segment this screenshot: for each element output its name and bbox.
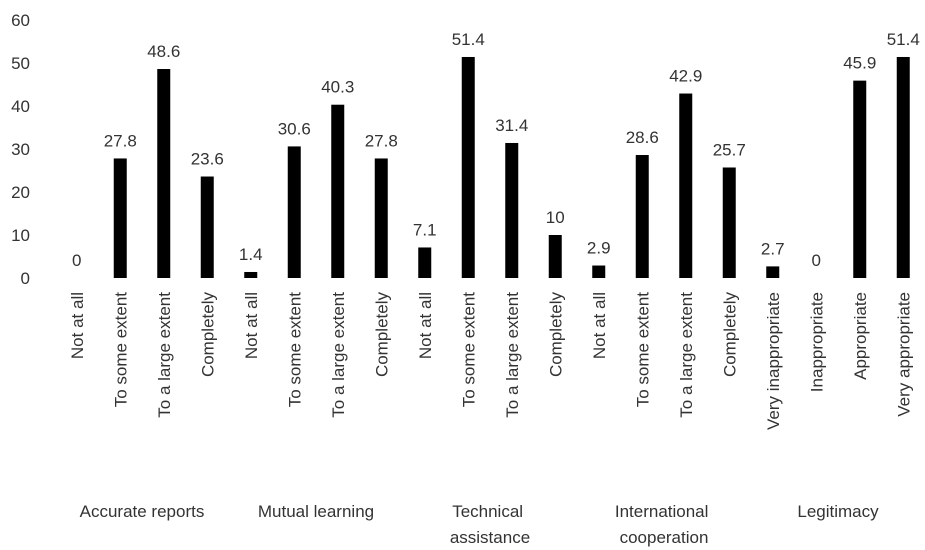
y-tick-label: 30: [11, 140, 30, 159]
bar: [331, 104, 345, 279]
bar: [635, 155, 649, 278]
bar: [679, 93, 693, 278]
bar: [896, 56, 910, 279]
value-label: 2.7: [761, 239, 785, 258]
group-label: Accurate reports: [80, 502, 205, 521]
bar: [505, 142, 519, 278]
bar: [592, 265, 606, 278]
value-label: 40.3: [321, 78, 354, 97]
x-tick-label: To some extent: [111, 292, 130, 408]
x-tick-label: Very inappropriate: [764, 292, 783, 430]
x-tick-label: Completely: [546, 292, 565, 378]
bar: [853, 80, 867, 278]
value-label: 0: [72, 251, 81, 270]
x-tick-label: Completely: [198, 292, 217, 378]
y-tick-label: 40: [11, 97, 30, 116]
bar: [244, 271, 258, 278]
value-label: 1.4: [239, 245, 263, 264]
x-tick-label: Very appropriate: [894, 292, 913, 417]
bar: [157, 69, 171, 279]
bar: [374, 158, 388, 278]
x-tick-label: Appropriate: [851, 292, 870, 380]
bar: [113, 158, 127, 278]
group-label: Mutual learning: [258, 502, 374, 521]
x-tick-label: To some extent: [285, 292, 304, 408]
bar: [548, 235, 562, 278]
group-label: Legitimacy: [797, 502, 879, 521]
value-label: 28.6: [626, 128, 659, 147]
value-label: 30.6: [278, 119, 311, 138]
value-label: 0: [812, 251, 821, 270]
group-label: International cooperation: [615, 502, 713, 547]
value-label: 7.1: [413, 220, 437, 239]
value-label: 27.8: [365, 131, 398, 150]
x-tick-label: Completely: [372, 292, 391, 378]
x-tick-label: To a large extent: [677, 292, 696, 418]
value-label: 31.4: [495, 116, 528, 135]
y-tick-label: 20: [11, 183, 30, 202]
group-label: Technical assistance: [450, 502, 530, 547]
value-label: 25.7: [713, 140, 746, 159]
value-label: 51.4: [887, 30, 920, 49]
x-tick-label: Completely: [720, 292, 739, 378]
value-label: 51.4: [452, 30, 485, 49]
x-tick-label: To a large extent: [155, 292, 174, 418]
x-tick-label: To some extent: [459, 292, 478, 408]
y-tick-label: 50: [11, 54, 30, 73]
bar: [766, 266, 780, 278]
bar: [722, 167, 736, 278]
value-label: 2.9: [587, 239, 611, 258]
x-tick-label: Not at all: [242, 292, 261, 359]
value-label: 48.6: [147, 42, 180, 61]
x-tick-label: Not at all: [590, 292, 609, 359]
value-label: 10: [546, 208, 565, 227]
value-label: 42.9: [669, 67, 702, 86]
x-tick-label: Not at all: [68, 292, 87, 359]
x-tick-label: To a large extent: [503, 292, 522, 418]
x-tick-label: Inappropriate: [807, 292, 826, 392]
bar: [200, 176, 214, 278]
value-label: 27.8: [104, 131, 137, 150]
y-tick-label: 10: [11, 226, 30, 245]
x-tick-label: To a large extent: [329, 292, 348, 418]
bar: [418, 247, 432, 278]
y-tick-label: 60: [11, 11, 30, 30]
value-label: 45.9: [843, 54, 876, 73]
x-tick-label: Not at all: [416, 292, 435, 359]
y-tick-label: 0: [21, 269, 30, 288]
bar: [461, 56, 475, 279]
x-tick-label: To some extent: [633, 292, 652, 408]
bar: [287, 146, 301, 278]
value-label: 23.6: [191, 150, 224, 169]
